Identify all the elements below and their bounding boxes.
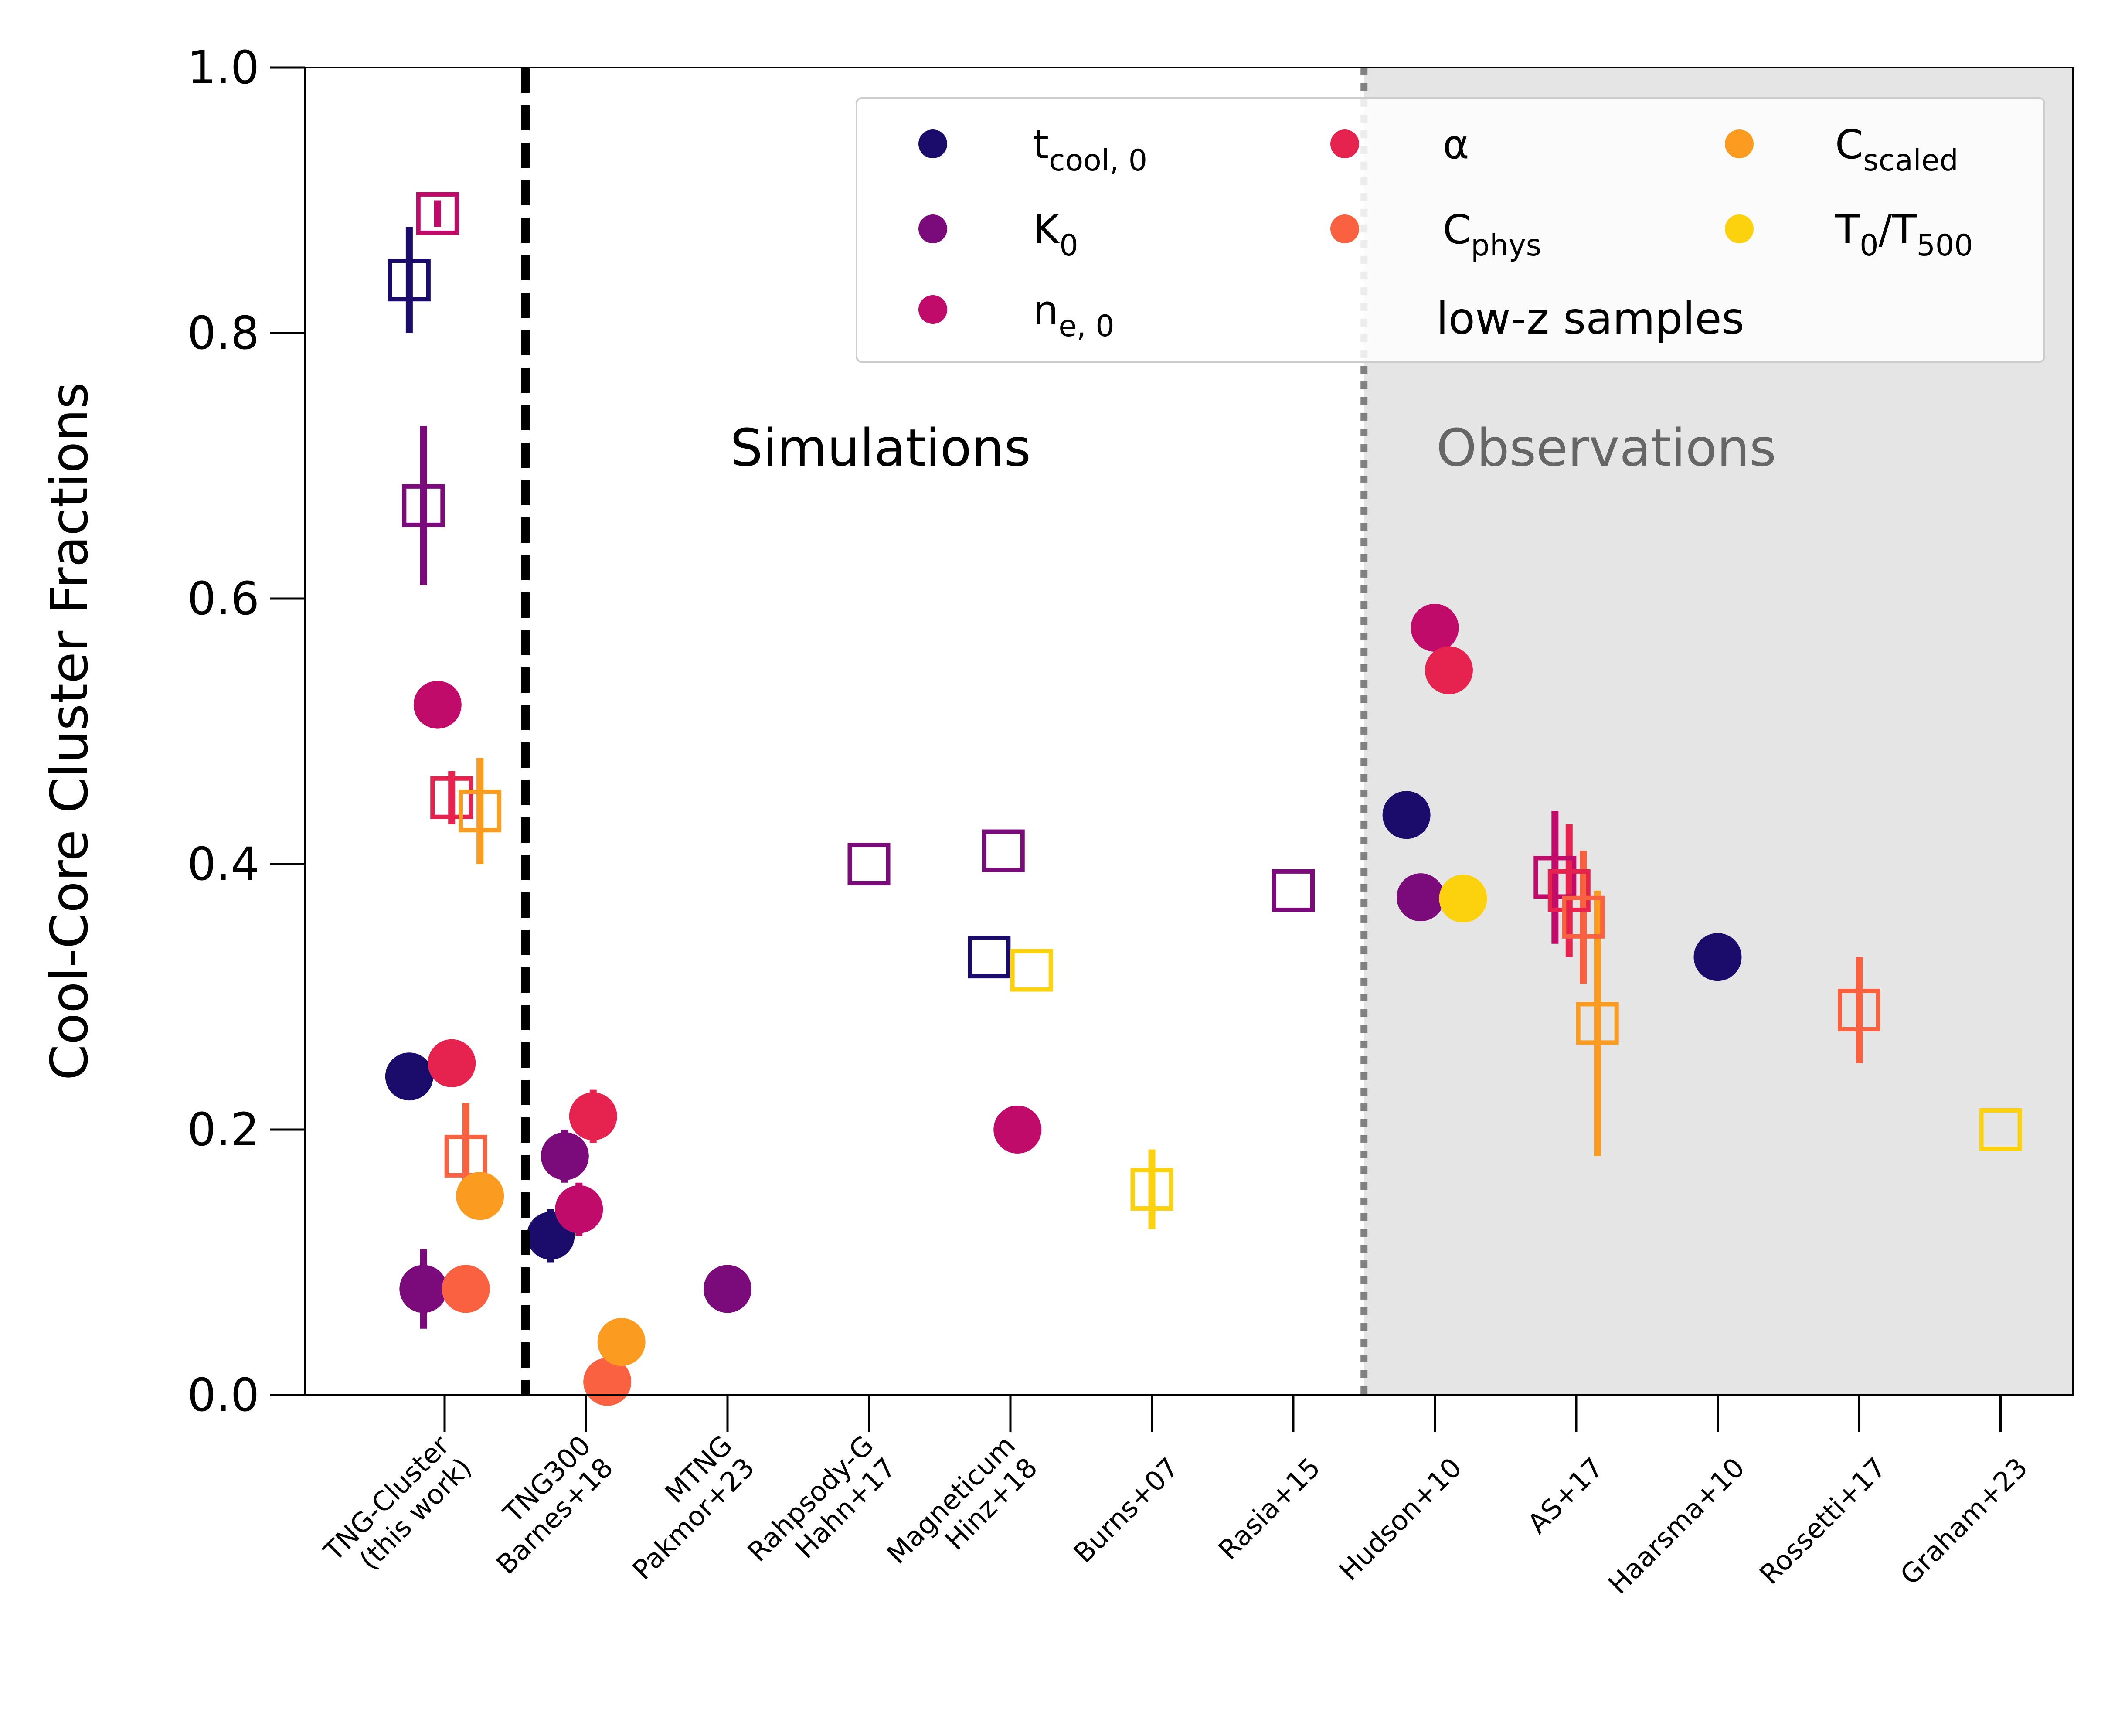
data-point-circle [1425, 646, 1473, 694]
x-tick-label: MagneticumHinz+18 [881, 1429, 1044, 1592]
data-point-circle [1693, 933, 1742, 981]
data-point-square [1010, 949, 1053, 992]
y-axis-label: Cool-Core Cluster Fractions [39, 382, 99, 1081]
data-point-square [444, 1134, 487, 1178]
data-point-circle [555, 1185, 603, 1233]
region-label-simulations: Simulations [730, 418, 1031, 478]
x-tick-label: Rahpsody-GHahn+17 [741, 1429, 902, 1590]
legend-marker [1725, 129, 1754, 158]
x-axis: TNG-Cluster(this work) TNG300Barnes+18 MTN… [317, 1395, 2033, 1600]
data-point-circle [456, 1172, 504, 1220]
data-point-square [847, 843, 891, 885]
data-point-square [430, 776, 473, 819]
x-tick-label: TNG-Cluster(this work) [317, 1429, 478, 1590]
data-point-circle [541, 1132, 589, 1180]
x-tick-label: Graham+23 [1894, 1451, 2033, 1591]
legend-marker [918, 214, 947, 243]
legend-label: K0 [1033, 206, 1078, 263]
data-point-square [402, 484, 445, 527]
data-point-square [459, 790, 502, 833]
y-tick-label: 0.0 [187, 1368, 259, 1422]
data-point-circle [1439, 875, 1487, 923]
data-point-circle [385, 1052, 433, 1101]
data-point-circle [428, 1039, 476, 1087]
data-point-square [1547, 869, 1591, 912]
data-point-square [1562, 895, 1605, 939]
legend-marker [918, 295, 947, 324]
x-tick-label: Rossetti+17 [1753, 1451, 1892, 1590]
data-point-square [1576, 1002, 1619, 1045]
data-point-circle [399, 1265, 448, 1313]
legend-label: T0/T500 [1835, 206, 1973, 263]
data-point-circle [597, 1318, 646, 1366]
x-tick-label: TNG300Barnes+18 [468, 1429, 619, 1580]
data-point-square [388, 259, 431, 302]
legend-box [856, 97, 2045, 363]
data-point-square [416, 192, 459, 235]
legend-marker [1725, 214, 1754, 243]
data-point-circle [569, 1092, 617, 1140]
data-point-square [1838, 988, 1880, 1031]
legend: tcool, 0 K0 ne, 0 α Cphys Cscaled T0/T500 low-z… [856, 97, 2045, 363]
data-points [385, 192, 2022, 1406]
y-tick-label: 0.8 [187, 306, 259, 360]
legend-note: low-z samples [1436, 293, 1744, 344]
data-point-square [1979, 1108, 2022, 1151]
y-tick-label: 0.6 [187, 572, 259, 625]
legend-marker [1330, 214, 1359, 243]
legend-label: tcool, 0 [1033, 121, 1147, 178]
data-point-square [1130, 1168, 1173, 1211]
x-tick-label: AS+17 [1521, 1451, 1609, 1539]
legend-label: ne, 0 [1033, 287, 1115, 344]
data-point-circle [583, 1358, 632, 1406]
y-axis: 0.0 0.2 0.4 0.6 0.8 1.0 [187, 41, 305, 1422]
data-point-circle [704, 1265, 751, 1313]
x-tick-label: Rasia+15 [1212, 1451, 1326, 1566]
data-point-square [982, 829, 1025, 872]
data-point-circle [993, 1106, 1042, 1154]
y-tick-label: 0.2 [187, 1103, 259, 1156]
legend-label: α [1443, 121, 1469, 168]
data-point-circle [1382, 791, 1431, 839]
region-label-observations: Observations [1436, 418, 1776, 478]
data-point-square [1533, 856, 1577, 899]
legend-label: Cphys [1443, 206, 1541, 263]
data-point-circle [442, 1265, 490, 1313]
data-point-circle [1397, 873, 1445, 922]
y-tick-label: 0.4 [187, 837, 259, 891]
x-tick-label: Hudson+10 [1333, 1451, 1468, 1586]
data-point-circle [413, 681, 462, 729]
x-tick-label: Burns+07 [1068, 1451, 1185, 1569]
x-tick-label: MTNGPakmor+23 [604, 1429, 761, 1586]
y-tick-label: 1.0 [187, 41, 259, 94]
data-point-square [1272, 869, 1315, 912]
data-point-square [968, 936, 1011, 979]
legend-label: Cscaled [1835, 121, 1958, 178]
plot-frame [304, 67, 2074, 1396]
legend-marker [918, 129, 947, 158]
data-point-circle [1411, 603, 1459, 652]
legend-marker [1330, 129, 1359, 158]
x-tick-label: Haarsma+10 [1602, 1451, 1751, 1600]
